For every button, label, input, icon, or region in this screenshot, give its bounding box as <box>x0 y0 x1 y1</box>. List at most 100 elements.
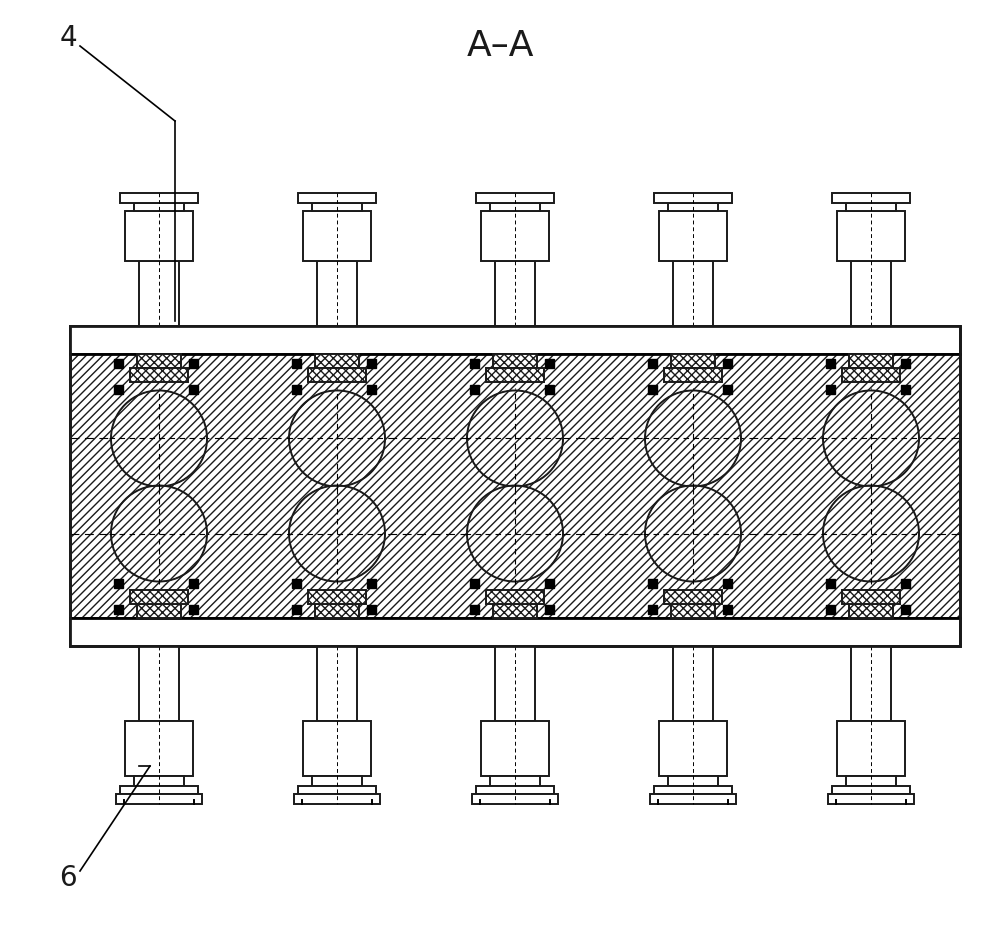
Bar <box>292 580 301 588</box>
Bar <box>130 590 188 604</box>
Bar <box>472 794 558 804</box>
Bar <box>826 386 835 394</box>
Circle shape <box>289 485 385 582</box>
Bar <box>114 359 123 369</box>
Bar <box>189 386 198 394</box>
Bar <box>901 580 910 588</box>
Bar <box>545 580 554 588</box>
Bar <box>292 605 301 615</box>
Bar <box>495 261 535 326</box>
Bar <box>493 604 537 618</box>
Bar <box>120 786 198 794</box>
Bar <box>367 386 376 394</box>
Bar <box>137 354 181 368</box>
Bar <box>470 580 479 588</box>
Bar <box>723 605 732 615</box>
Bar <box>292 386 301 394</box>
Bar <box>120 193 198 203</box>
Bar <box>490 203 540 211</box>
Bar <box>114 605 123 615</box>
Bar <box>671 354 715 368</box>
Circle shape <box>467 485 563 582</box>
Bar <box>648 605 657 615</box>
Bar <box>650 794 736 804</box>
Circle shape <box>111 485 207 582</box>
Bar <box>308 368 366 382</box>
Bar <box>826 580 835 588</box>
Bar <box>315 604 359 618</box>
Bar <box>849 604 893 618</box>
Text: A–A: A–A <box>466 29 534 63</box>
Bar <box>723 386 732 394</box>
Bar <box>476 786 554 794</box>
Bar <box>303 211 371 261</box>
Bar <box>470 386 479 394</box>
Bar <box>654 193 732 203</box>
Bar <box>312 203 362 211</box>
Text: 6: 6 <box>59 864 77 892</box>
Bar <box>70 326 960 646</box>
Bar <box>828 794 914 804</box>
Bar <box>189 605 198 615</box>
Bar <box>481 211 549 261</box>
Bar <box>481 721 549 776</box>
Circle shape <box>289 391 385 486</box>
Bar <box>490 776 540 786</box>
Bar <box>367 359 376 369</box>
Bar <box>294 794 380 804</box>
Bar <box>476 193 554 203</box>
Bar <box>671 604 715 618</box>
Bar <box>298 786 376 794</box>
Bar <box>486 590 544 604</box>
Bar <box>114 580 123 588</box>
Bar <box>901 605 910 615</box>
Bar <box>189 580 198 588</box>
Bar <box>849 354 893 368</box>
Circle shape <box>645 391 741 486</box>
Bar <box>70 326 960 646</box>
Bar <box>189 359 198 369</box>
Bar <box>70 326 960 354</box>
Bar <box>664 590 722 604</box>
Bar <box>901 386 910 394</box>
Bar <box>495 646 535 721</box>
Bar <box>470 359 479 369</box>
Bar <box>826 359 835 369</box>
Bar <box>851 261 891 326</box>
Bar <box>659 211 727 261</box>
Bar <box>134 203 184 211</box>
Bar <box>545 605 554 615</box>
Bar <box>125 721 193 776</box>
Circle shape <box>111 391 207 486</box>
Bar <box>664 368 722 382</box>
Bar <box>668 203 718 211</box>
Bar <box>139 261 179 326</box>
Bar <box>832 786 910 794</box>
Bar <box>648 386 657 394</box>
Bar <box>851 646 891 721</box>
Bar <box>832 193 910 203</box>
Bar <box>116 794 202 804</box>
Bar <box>70 618 960 646</box>
Bar <box>846 203 896 211</box>
Bar <box>137 604 181 618</box>
Bar <box>842 590 900 604</box>
Bar <box>837 211 905 261</box>
Bar <box>134 776 184 786</box>
Circle shape <box>823 485 919 582</box>
Bar <box>486 368 544 382</box>
Bar <box>545 386 554 394</box>
Bar <box>493 354 537 368</box>
Bar <box>723 580 732 588</box>
Bar <box>298 193 376 203</box>
Bar <box>139 646 179 721</box>
Bar <box>292 359 301 369</box>
Bar <box>659 721 727 776</box>
Bar <box>668 776 718 786</box>
Bar <box>470 605 479 615</box>
Bar <box>317 646 357 721</box>
Bar <box>303 721 371 776</box>
Bar <box>367 605 376 615</box>
Bar <box>673 646 713 721</box>
Circle shape <box>823 391 919 486</box>
